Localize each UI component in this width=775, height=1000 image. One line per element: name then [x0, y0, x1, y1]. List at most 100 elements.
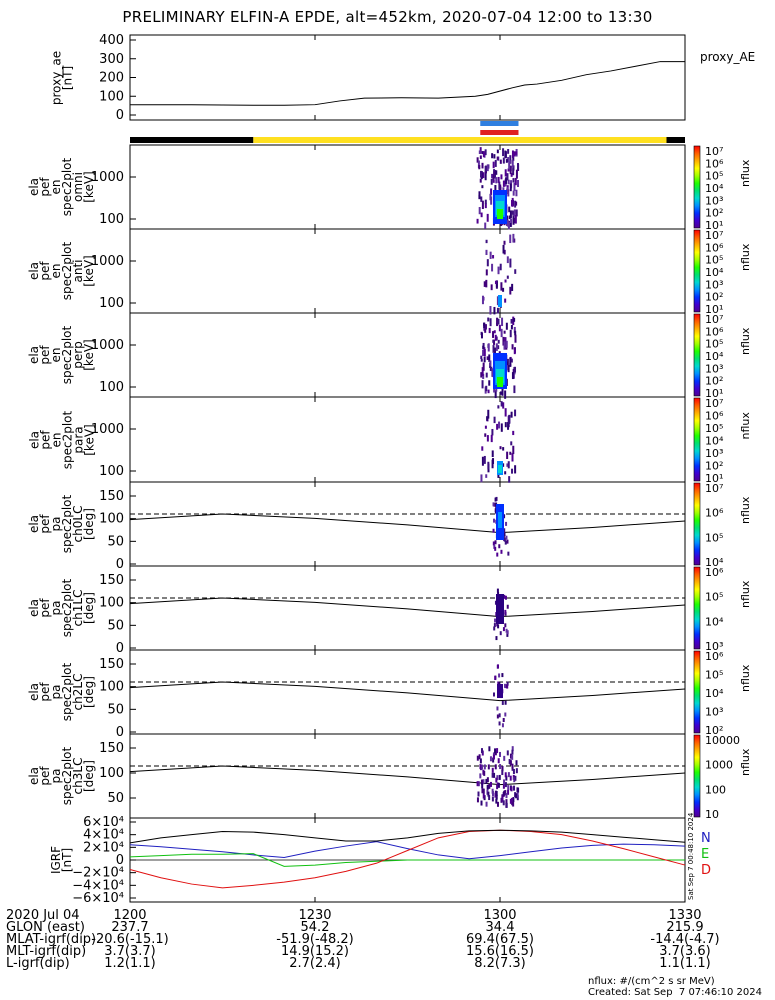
ytick-label-ch2LC: 100	[99, 680, 124, 695]
ch3-pixel	[495, 777, 498, 783]
para-spectrum-pixel	[512, 445, 515, 455]
ch3-pixel	[482, 793, 485, 799]
omni-spectrum-pixel	[484, 203, 487, 209]
omni-spectrum-pixel	[509, 210, 512, 218]
ch3-pixel	[499, 751, 502, 757]
ch2-pixel	[498, 721, 501, 726]
omni-spectrum-pixel	[515, 169, 518, 179]
perp-spectrum-pixel	[484, 324, 487, 330]
colorbar-label-anti: nflux	[739, 243, 752, 271]
perp-spectrum-pixel	[507, 365, 510, 373]
ch0-pixel	[493, 544, 496, 549]
ch3-pixel	[492, 757, 495, 763]
ch3-pixel	[480, 748, 483, 754]
perp-spectrum-pixel	[492, 339, 495, 343]
para-spectrum-pixel	[506, 451, 509, 459]
omni-spectrum-pixel	[478, 150, 481, 155]
colorbar-tick-anti: 10⁵	[705, 254, 723, 267]
footer-value: 3.7(3.7)	[104, 944, 156, 959]
perp-spectrum-pixel	[514, 366, 517, 373]
omni-spectrum-pixel	[490, 178, 493, 185]
ytick-label-ch1LC: 100	[99, 596, 124, 611]
ch3-pixel	[505, 802, 508, 808]
colorbar-tick-omni: 10⁴	[705, 182, 724, 195]
omni-spectrum-pixel	[481, 185, 484, 189]
ytick-label-ch0LC: 50	[107, 534, 124, 549]
perp-spectrum-pixel	[482, 373, 485, 380]
colorbar-tick-ch2LC: 10³	[705, 706, 723, 719]
ytick-label-igrf: 2×10⁴	[83, 840, 124, 855]
perp-spectrum-core-3	[497, 377, 503, 387]
colorbar-ch2LC	[693, 650, 701, 734]
omni-spectrum-pixel	[504, 169, 507, 177]
colorbar-tick-perp: 10⁶	[705, 325, 724, 338]
omni-spectrum-pixel	[486, 213, 489, 222]
ch3-pixel	[479, 764, 482, 770]
colorbar-label-perp: nflux	[739, 327, 752, 355]
ch3-pixel	[507, 785, 510, 791]
ch3-pixel	[502, 800, 505, 806]
perp-spectrum-pixel	[483, 347, 486, 351]
ch0-pixel	[494, 497, 497, 502]
colorbar-tick-omni: 10²	[705, 207, 723, 220]
perp-spectrum-pixel	[513, 348, 516, 355]
ch3-pixel	[476, 781, 479, 787]
colorbar-tick-ch2LC: 10⁵	[705, 669, 723, 682]
colorbar-tick-perp: 10³	[705, 362, 723, 375]
colorbar-tick-perp: 10²	[705, 375, 723, 388]
ylabel-ch0LC: ela pef pa spec2plot ch0LC [deg]	[27, 494, 96, 554]
ch1-pixel	[499, 631, 502, 636]
omni-spectrum-pixel	[506, 173, 509, 181]
ch1-pixel	[494, 600, 497, 605]
orbit-bar-night	[130, 137, 254, 143]
omni-spectrum-pixel	[495, 177, 498, 184]
ch1-pixel	[506, 630, 509, 635]
colorbar-anti	[693, 229, 701, 313]
ylabel-omni: ela pef en spec2plot omni [keV]	[27, 157, 96, 217]
colorbar-tick-ch3LC: 1000	[705, 759, 733, 772]
ytick-label-omni: 100	[99, 212, 124, 227]
ch3-pixel	[495, 790, 498, 796]
perp-spectrum-pixel	[487, 343, 490, 352]
ch3-pixel	[490, 781, 493, 787]
ch3-pixel	[516, 792, 519, 798]
para-spectrum-pixel	[491, 428, 494, 436]
ytick-label-igrf: −4×10⁴	[72, 878, 124, 893]
ch3-pixel	[511, 754, 514, 760]
ch3-pixel	[497, 758, 500, 764]
para-spectrum-pixel	[512, 430, 515, 436]
omni-spectrum-pixel	[511, 159, 514, 168]
colorbar-tick-anti: 10⁷	[705, 229, 723, 242]
ch0-pixel	[506, 539, 509, 544]
anti-spectrum-core-0	[498, 295, 502, 307]
ytick-label-proxy_ae: 300	[99, 52, 124, 67]
ch2-pixel	[501, 723, 504, 728]
ch1-pixel	[506, 632, 509, 637]
footer-value: -20.6(-15.1)	[91, 932, 169, 947]
ylabel-anti: ela pef en spec2plot anti [keV]	[27, 241, 96, 301]
ch3-pixel	[488, 746, 491, 752]
omni-spectrum-pixel	[484, 149, 487, 156]
perp-spectrum-pixel	[496, 322, 499, 327]
para-spectrum-pixel	[493, 416, 496, 424]
panel-frame-omni	[129, 144, 686, 230]
perp-spectrum-pixel	[498, 324, 501, 332]
ch3-pixel	[503, 779, 506, 785]
ch3-pixel	[511, 746, 514, 752]
ch3-pixel	[483, 764, 486, 770]
ylabel-ch3LC: ela pef pa spec2plot ch3LC [deg]	[27, 746, 96, 806]
para-spectrum-pixel	[511, 453, 514, 462]
ch3-pixel	[486, 784, 489, 790]
anti-spectrum-pixel	[499, 263, 502, 271]
para-spectrum-pixel	[504, 408, 507, 417]
omni-spectrum-pixel	[492, 161, 495, 169]
ch2-pixel	[497, 664, 500, 669]
ytick-label-ch0LC: 100	[99, 512, 124, 527]
para-spectrum-pixel	[490, 434, 493, 443]
colorbar-tick-ch1LC: 10⁶	[705, 566, 724, 579]
ch3-pixel	[488, 783, 491, 789]
para-spectrum-pixel	[487, 461, 490, 470]
omni-spectrum-pixel	[511, 150, 514, 159]
orbit-bar-night	[666, 137, 685, 143]
anti-spectrum-pixel	[492, 255, 495, 259]
